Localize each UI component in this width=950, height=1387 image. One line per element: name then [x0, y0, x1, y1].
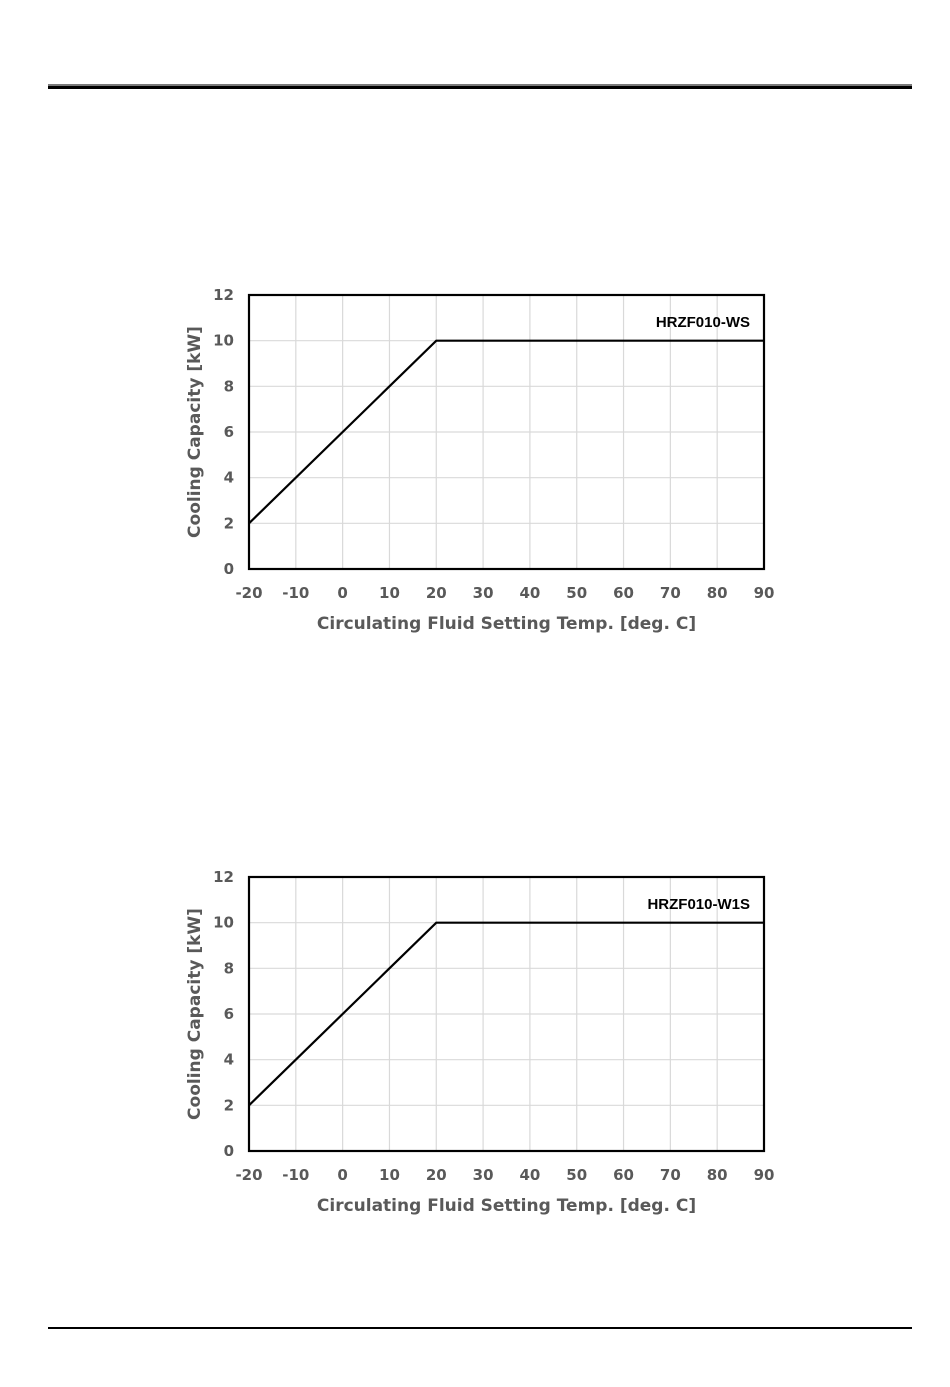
data-series — [248, 339, 764, 525]
y-tick-label: 2 — [224, 514, 234, 532]
x-tick-label: 20 — [426, 1166, 447, 1184]
series-line — [248, 921, 764, 1107]
header-rule-thin — [48, 84, 912, 86]
y-tick-label: 8 — [224, 377, 234, 395]
cooling-capacity-chart-w1s: -20 -10 0 10 20 30 40 50 60 70 80 90 0 2 4 6 8 10 12 Circu… — [0, 852, 950, 1232]
x-tick-label: -20 — [235, 584, 262, 602]
x-tick-label: -20 — [235, 1166, 262, 1184]
grid — [248, 876, 765, 1152]
x-tick-label: 90 — [754, 1166, 775, 1184]
y-tick-label: 6 — [224, 1005, 234, 1023]
x-tick-label: 0 — [337, 1166, 347, 1184]
x-axis-label: Circulating Fluid Setting Temp. [deg. C] — [317, 1196, 696, 1216]
x-tick-label: -10 — [282, 1166, 309, 1184]
y-tick-label: 4 — [224, 469, 234, 487]
y-axis-label: Cooling Capacity [kW] — [185, 908, 205, 1120]
y-tick-label: 0 — [224, 1142, 234, 1160]
chart-svg: -20 -10 0 10 20 30 40 50 60 70 80 90 0 2 4 6 8 10 12 Circu… — [185, 868, 774, 1216]
y-tick-label: 10 — [213, 332, 234, 350]
y-tick-label: 8 — [224, 959, 234, 977]
x-tick-label: 70 — [660, 584, 681, 602]
x-tick-label: 70 — [660, 1166, 681, 1184]
y-tick-label: 6 — [224, 423, 234, 441]
footer-rule — [48, 1327, 912, 1329]
x-tick-label: 20 — [426, 584, 447, 602]
x-axis-label: Circulating Fluid Setting Temp. [deg. C] — [317, 614, 696, 634]
y-tick-label: 12 — [213, 868, 234, 886]
series-line — [248, 339, 764, 525]
x-tick-label: 40 — [519, 1166, 540, 1184]
data-series — [248, 921, 764, 1107]
x-tick-label: 50 — [566, 1166, 587, 1184]
model-label: HRZF010-WS — [656, 314, 750, 331]
grid — [248, 294, 765, 570]
cooling-capacity-chart-ws: -20 -10 0 10 20 30 40 50 60 70 80 90 0 2 4 6 8 10 12 Circu… — [0, 270, 950, 650]
x-tick-label: 0 — [337, 584, 347, 602]
x-tick-label: -10 — [282, 584, 309, 602]
y-tick-label: 12 — [213, 286, 234, 304]
x-tick-label: 80 — [707, 1166, 728, 1184]
x-tick-label: 50 — [566, 584, 587, 602]
chart-svg: -20 -10 0 10 20 30 40 50 60 70 80 90 0 2 4 6 8 10 12 Circu… — [185, 286, 774, 634]
x-tick-label: 90 — [754, 584, 775, 602]
y-axis-label: Cooling Capacity [kW] — [185, 326, 205, 538]
x-tick-label: 80 — [707, 584, 728, 602]
x-tick-label: 60 — [613, 584, 634, 602]
x-tick-label: 30 — [473, 1166, 494, 1184]
y-tick-label: 2 — [224, 1096, 234, 1114]
x-tick-label: 60 — [613, 1166, 634, 1184]
plot-frame — [247, 293, 766, 571]
x-tick-label: 40 — [519, 584, 540, 602]
y-tick-label: 4 — [224, 1051, 234, 1069]
x-tick-label: 10 — [379, 584, 400, 602]
header-rule-thick — [48, 86, 912, 89]
tick-labels: -20 -10 0 10 20 30 40 50 60 70 80 90 0 2 4 6 8 10 12 — [213, 868, 774, 1184]
y-tick-label: 10 — [213, 914, 234, 932]
plot-frame — [247, 875, 766, 1153]
model-label: HRZF010-W1S — [647, 896, 750, 913]
x-tick-label: 10 — [379, 1166, 400, 1184]
x-tick-label: 30 — [473, 584, 494, 602]
y-tick-label: 0 — [224, 560, 234, 578]
tick-labels: -20 -10 0 10 20 30 40 50 60 70 80 90 0 2 4 6 8 10 12 — [213, 286, 774, 602]
